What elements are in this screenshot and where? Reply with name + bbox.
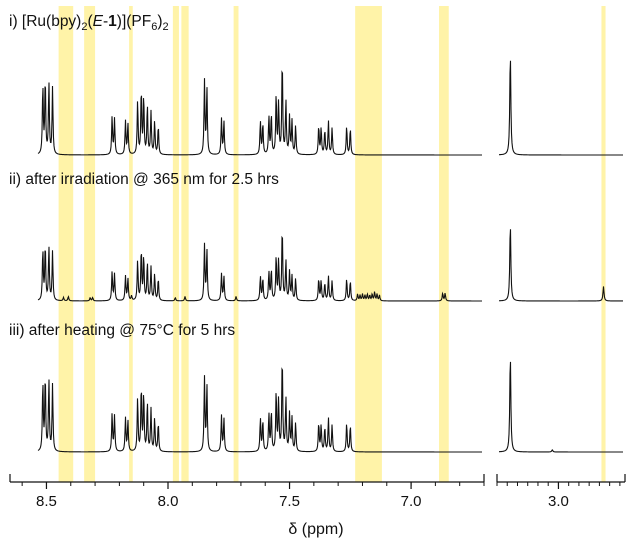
trace-label-1: i) [Ru(bpy)2(E-1)](PF6)2 (9, 13, 169, 34)
highlight-band-2 (84, 6, 96, 482)
trace-label-2: ii) after irradiation @ 365 nm for 2.5 h… (9, 171, 279, 188)
spectra-traces (37, 60, 623, 453)
highlight-band-9 (601, 6, 606, 482)
spectrum-trace-1-panel-1 (37, 70, 482, 156)
spectrum-trace-1-panel-2 (498, 60, 623, 156)
highlight-band-3 (129, 6, 133, 482)
highlight-band-8 (439, 6, 449, 482)
highlight-band-7 (355, 6, 382, 482)
tick-label-7.5: 7.5 (279, 493, 300, 510)
spectrum-trace-3-panel-2 (498, 361, 623, 453)
tick-label-7.0: 7.0 (401, 493, 422, 510)
x-axis-label: δ (ppm) (288, 521, 343, 538)
highlight-bands (58, 6, 606, 482)
highlight-band-4 (172, 6, 179, 482)
spectrum-trace-2-panel-2 (498, 229, 623, 302)
highlight-band-6 (233, 6, 239, 482)
axes: 8.5 8.0 7.5 7.0 3.0 (9, 474, 626, 510)
tick-label-3.0: 3.0 (548, 493, 569, 510)
trace-label-3: iii) after heating @ 75°C for 5 hrs (9, 322, 236, 339)
spectrum-trace-3-panel-1 (37, 367, 482, 453)
tick-label-8.5: 8.5 (36, 493, 57, 510)
spectrum-trace-2-panel-1 (37, 235, 482, 302)
tick-label-8.0: 8.0 (158, 493, 179, 510)
highlight-band-1 (58, 6, 74, 482)
highlight-band-5 (181, 6, 189, 482)
